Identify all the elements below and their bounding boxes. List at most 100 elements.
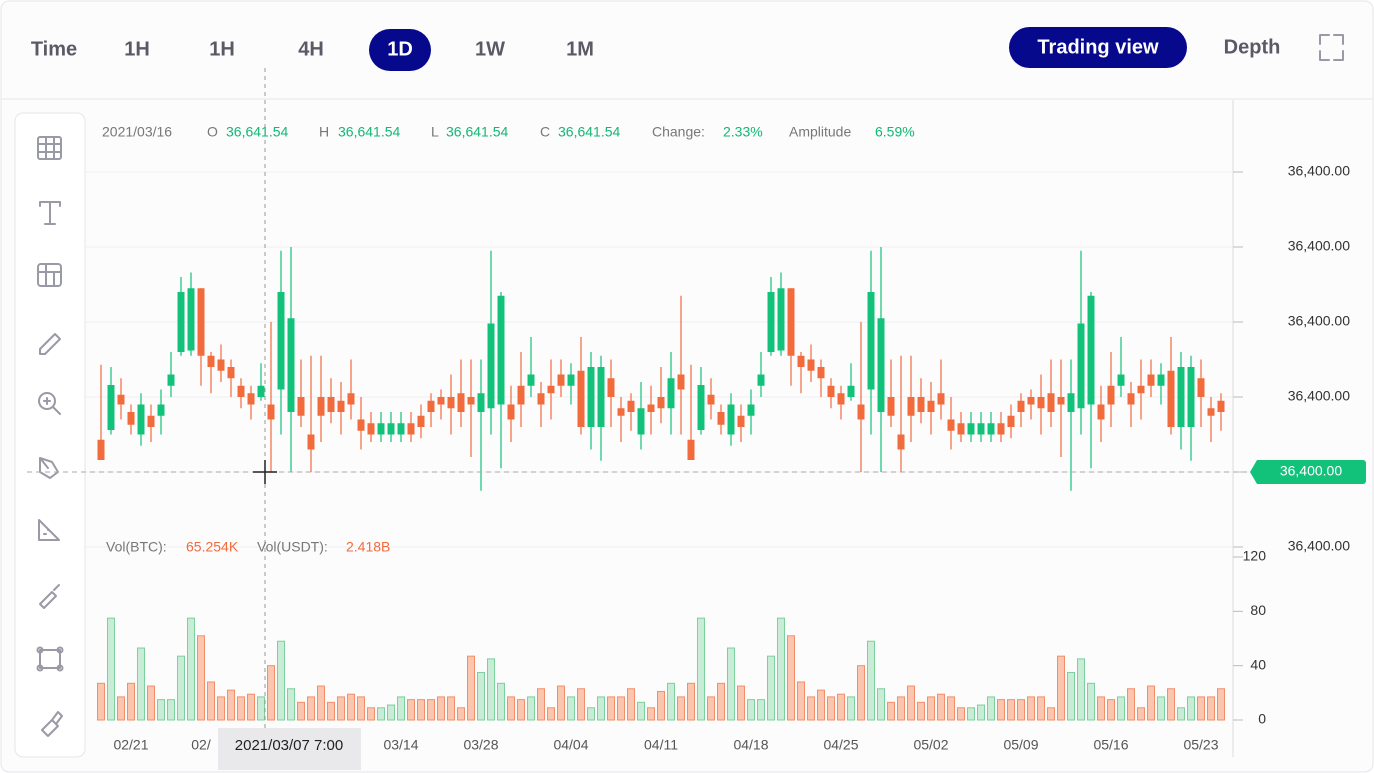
candle-body: [137, 404, 145, 435]
volume-bar: [527, 696, 535, 721]
volume-bar: [567, 696, 575, 721]
time-tab[interactable]: Time: [31, 38, 77, 60]
candle-body: [1127, 393, 1135, 405]
volume-bar: [1057, 655, 1065, 721]
candle-body: [327, 397, 335, 412]
volume-bar: [577, 688, 585, 721]
candle-body: [167, 374, 175, 386]
volume-bar: [817, 689, 825, 721]
volume-bar: [907, 685, 915, 721]
volume-bar: [427, 699, 435, 721]
volume-bar: [797, 681, 805, 721]
candle-body: [217, 359, 225, 371]
volume-bar: [227, 689, 235, 721]
y-tick-label: 36,400.00: [1288, 238, 1350, 254]
time-tab[interactable]: 1W: [475, 38, 505, 60]
volume-bar: [507, 696, 515, 721]
candle-body: [1207, 408, 1215, 416]
candle-body: [297, 397, 305, 416]
candle-body: [1217, 400, 1225, 412]
candle-body: [1177, 367, 1185, 427]
volume-bar: [317, 685, 325, 721]
time-tab[interactable]: 1M: [566, 38, 594, 60]
volume-bar: [337, 696, 345, 721]
info-text: 36,641.54: [338, 124, 400, 140]
volume-bar: [417, 699, 425, 721]
volume-bar: [967, 707, 975, 721]
candle-body: [937, 393, 945, 405]
volume-bar: [917, 701, 925, 721]
volume-bar: [977, 704, 985, 721]
volume-bar: [1177, 707, 1185, 721]
candle-body: [517, 385, 525, 405]
volume-bar: [347, 693, 355, 721]
candle-body: [607, 378, 615, 397]
volume-bar: [107, 617, 115, 721]
time-tab[interactable]: 1H: [124, 38, 150, 60]
volume-bar: [1137, 707, 1145, 721]
fullscreen-icon[interactable]: [1319, 34, 1344, 61]
volume-bar: [727, 647, 735, 721]
time-tab[interactable]: 1H: [209, 38, 235, 60]
info-text: 36,641.54: [558, 124, 620, 140]
volume-bar: [537, 688, 545, 721]
volume-bar: [867, 640, 875, 721]
y-tick-label: 80: [1250, 602, 1266, 618]
x-tick-label: 05/23: [1183, 737, 1218, 753]
volume-bar: [267, 665, 275, 721]
time-tab[interactable]: 1D: [387, 38, 413, 60]
candle-body: [117, 394, 125, 405]
volume-bar: [1047, 707, 1055, 721]
volume-bar: [957, 707, 965, 721]
candle-body: [1047, 393, 1055, 412]
view-tab[interactable]: Depth: [1224, 36, 1281, 58]
candle-body: [1167, 370, 1175, 427]
time-tab[interactable]: 4H: [298, 38, 324, 60]
candle-body: [727, 404, 735, 435]
candle-body: [697, 385, 705, 430]
candle-body: [1197, 378, 1205, 397]
x-tick-label: 04/11: [644, 737, 678, 753]
info-text: 36,641.54: [446, 124, 508, 140]
candle-body: [797, 355, 805, 367]
volume-bar: [457, 707, 465, 721]
info-text: Vol(BTC):: [106, 539, 167, 555]
volume-bar: [1117, 696, 1125, 721]
volume-bar: [847, 696, 855, 721]
volume-bar: [187, 617, 195, 721]
candle-body: [817, 367, 825, 379]
volume-bar: [277, 640, 285, 721]
candle-body: [437, 397, 445, 405]
candle-body: [247, 393, 255, 405]
candle-body: [227, 367, 235, 379]
candle-body: [97, 439, 105, 460]
volume-bar: [157, 699, 165, 721]
volume-bar: [1217, 688, 1225, 721]
candle-body: [407, 423, 415, 435]
volume-bar: [1087, 682, 1095, 721]
y-tick-label: 36,400.00: [1288, 538, 1350, 554]
info-text: Change:: [652, 124, 705, 140]
drawing-tools[interactable]: [36, 136, 64, 737]
volume-bar: [677, 696, 685, 721]
candle-body: [1077, 323, 1085, 409]
plot: 36,400.00 36,400.00 36,400.00 36,400.00 36,4…: [27, 163, 1366, 753]
candle-body: [677, 374, 685, 390]
candle-body: [177, 292, 185, 352]
candle-body: [827, 385, 835, 397]
candle-body: [107, 385, 115, 430]
x-tick-label: 02/21: [113, 737, 148, 753]
info-text: O: [207, 124, 218, 140]
x-tick-label: 04/04: [553, 737, 588, 753]
view-tab[interactable]: Trading view: [1037, 36, 1159, 58]
candle-body: [497, 295, 505, 405]
volume-bar: [467, 655, 475, 721]
volume-bar: [1077, 658, 1085, 721]
candle-body: [747, 404, 755, 416]
volume-bar: [707, 696, 715, 721]
volume-bar: [1017, 699, 1025, 721]
volume-bar: [877, 688, 885, 721]
candle-body: [387, 423, 395, 435]
volume-bar: [597, 696, 605, 721]
